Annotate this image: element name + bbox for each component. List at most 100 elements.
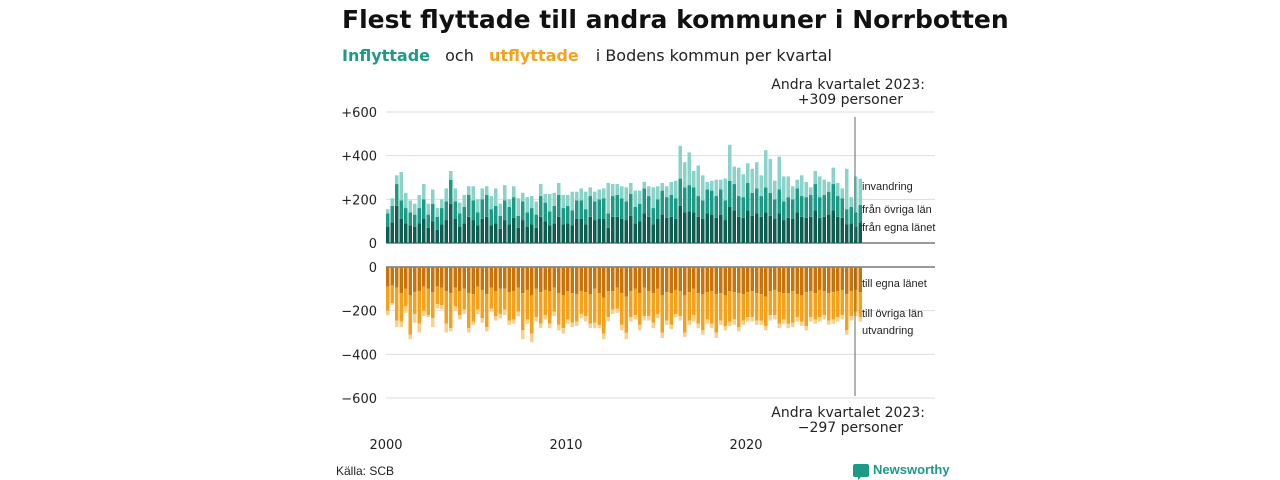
bar-in-0 <box>687 211 691 243</box>
bar-out-2 <box>458 315 462 320</box>
bar-out-1 <box>606 291 610 318</box>
bar-out-2 <box>431 318 435 328</box>
bar-out-1 <box>737 293 741 328</box>
bar-out-2 <box>750 317 754 322</box>
bar-in-2 <box>800 175 804 197</box>
x-tick-label: 2000 <box>369 438 402 453</box>
bar-in-1 <box>651 208 655 225</box>
bar-out-0 <box>593 267 597 289</box>
bar-in-0 <box>669 216 673 243</box>
bar-out-0 <box>818 267 822 290</box>
bar-out-1 <box>827 293 831 321</box>
bar-in-2 <box>633 190 637 207</box>
bar-out-1 <box>503 288 507 310</box>
bar-out-1 <box>422 286 426 311</box>
bar-in-2 <box>575 191 579 201</box>
bar-in-0 <box>678 205 682 243</box>
x-tick-label: 2020 <box>729 438 762 453</box>
bar-in-2 <box>849 197 853 207</box>
bar-in-1 <box>444 201 448 221</box>
bar-out-1 <box>548 291 552 324</box>
bar-in-0 <box>719 214 723 243</box>
bar-out-0 <box>417 267 421 292</box>
bar-in-1 <box>440 208 444 225</box>
bar-out-1 <box>732 292 736 320</box>
bar-out-0 <box>696 267 700 294</box>
bar-out-0 <box>570 267 574 294</box>
bar-out-2 <box>813 319 817 324</box>
bar-in-2 <box>732 166 736 185</box>
bar-out-2 <box>467 328 471 333</box>
bar-out-1 <box>813 293 817 320</box>
bar-out-1 <box>836 291 840 318</box>
bar-out-0 <box>435 267 439 287</box>
bar-out-1 <box>795 294 799 318</box>
bar-out-0 <box>386 267 390 287</box>
bar-out-0 <box>512 267 516 292</box>
bar-out-2 <box>507 320 511 325</box>
bar-in-1 <box>750 192 754 216</box>
bar-out-2 <box>543 315 547 320</box>
bar-in-0 <box>476 225 480 243</box>
bar-out-2 <box>786 323 790 329</box>
bar-in-1 <box>840 198 844 218</box>
bar-in-2 <box>602 188 606 199</box>
bar-in-1 <box>435 216 439 230</box>
bar-out-2 <box>611 309 615 314</box>
bar-in-2 <box>413 203 417 215</box>
bar-out-2 <box>719 320 723 325</box>
bar-in-0 <box>728 206 732 243</box>
bar-in-2 <box>818 176 822 198</box>
bar-out-2 <box>440 305 444 310</box>
bar-in-0 <box>683 212 687 243</box>
bar-out-2 <box>404 306 408 313</box>
bar-out-0 <box>638 267 642 294</box>
bar-out-2 <box>723 325 727 331</box>
bar-in-1 <box>665 197 669 218</box>
bar-out-0 <box>710 267 714 292</box>
bar-out-0 <box>498 267 502 289</box>
bar-out-0 <box>552 267 556 288</box>
y-tick-label-top: +200 <box>341 193 377 208</box>
bar-in-2 <box>845 168 849 210</box>
bar-in-0 <box>588 216 592 243</box>
bar-out-0 <box>422 267 426 287</box>
bar-in-2 <box>791 186 795 200</box>
bar-out-0 <box>584 267 588 293</box>
bar-in-0 <box>489 225 493 243</box>
bar-in-2 <box>534 201 538 215</box>
bar-in-2 <box>615 184 619 195</box>
bar-out-1 <box>705 292 709 320</box>
bar-in-1 <box>624 201 628 221</box>
bar-in-0 <box>584 224 588 243</box>
bar-out-1 <box>764 296 768 326</box>
bar-in-1 <box>503 200 507 221</box>
bar-out-2 <box>584 316 588 322</box>
bar-in-2 <box>746 163 750 183</box>
bar-in-2 <box>597 189 601 200</box>
bar-out-1 <box>858 292 862 318</box>
bar-in-0 <box>692 212 696 243</box>
bar-in-1 <box>678 178 682 206</box>
bar-in-2 <box>480 188 484 200</box>
bar-in-0 <box>395 205 399 243</box>
bar-out-1 <box>840 289 844 316</box>
bar-in-2 <box>494 188 498 206</box>
newsworthy-logo[interactable]: Newsworthy <box>853 462 950 480</box>
bar-in-1 <box>683 187 687 213</box>
bar-out-1 <box>534 288 538 318</box>
bar-out-0 <box>642 267 646 288</box>
bar-out-1 <box>449 293 453 329</box>
bar-out-1 <box>687 292 691 321</box>
bar-out-1 <box>786 293 790 324</box>
bar-in-0 <box>561 224 565 243</box>
bar-out-0 <box>840 267 844 290</box>
bar-in-2 <box>764 150 768 188</box>
bar-out-2 <box>795 317 799 322</box>
bar-out-1 <box>584 292 588 317</box>
chart-title: Flest flyttade till andra kommuner i Nor… <box>342 5 1009 34</box>
gridlines <box>386 111 935 399</box>
bar-in-2 <box>858 178 862 205</box>
bar-in-1 <box>570 210 574 226</box>
bar-out-0 <box>854 267 858 290</box>
